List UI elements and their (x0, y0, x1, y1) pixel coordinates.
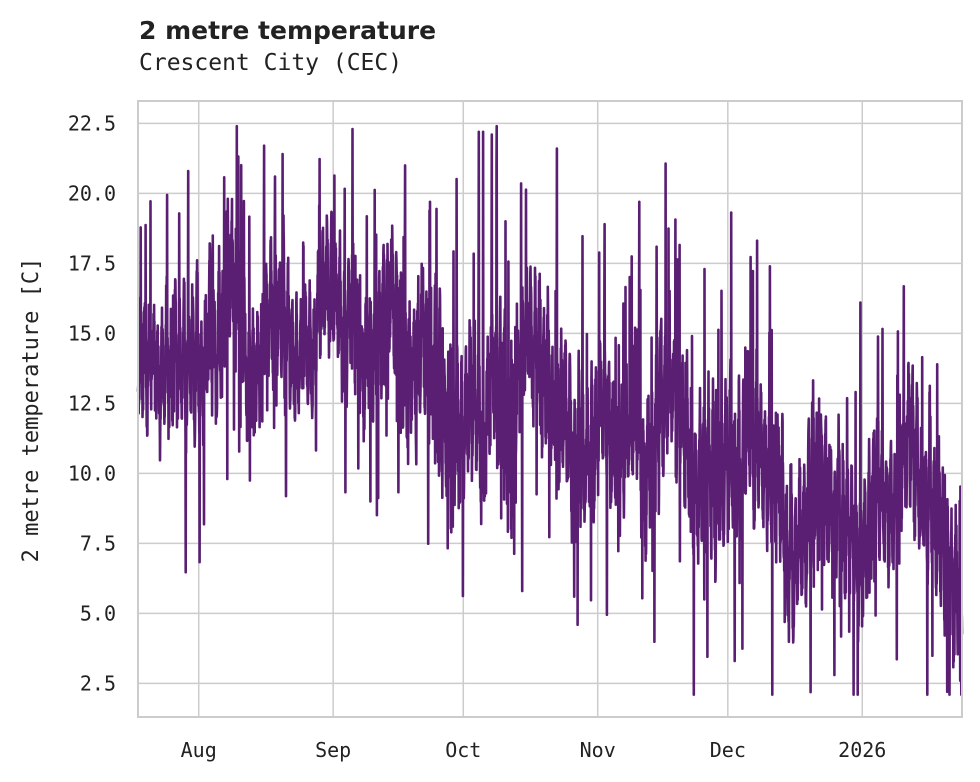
y-axis-ticks: 2.5 5.0 7.5 10.0 12.5 15.0 17.5 20.0 22.5 (68, 111, 116, 695)
temperature-series-line (136, 124, 964, 696)
x-tick-label: 2026 (838, 738, 886, 762)
y-axis-label: 2 metre temperature [C] (19, 258, 44, 563)
y-tick-label: 10.0 (68, 461, 116, 485)
series-layer (136, 124, 964, 696)
x-tick-label: Nov (580, 738, 616, 762)
x-tick-label: Aug (181, 738, 217, 762)
x-axis-ticks: Aug Sep Oct Nov Dec 2026 (181, 738, 887, 762)
y-tick-label: 5.0 (80, 601, 116, 625)
y-tick-label: 20.0 (68, 181, 116, 205)
plot-area-frame (137, 100, 963, 718)
y-tick-label: 15.0 (68, 321, 116, 345)
chart-title: 2 metre temperature (139, 16, 437, 45)
x-tick-label: Sep (315, 738, 351, 762)
x-tick-label: Oct (445, 738, 481, 762)
x-tick-label: Dec (710, 738, 746, 762)
chart-subtitle: Crescent City (CEC) (139, 50, 403, 76)
y-tick-label: 17.5 (68, 251, 116, 275)
y-tick-label: 7.5 (80, 531, 116, 555)
y-tick-label: 12.5 (68, 391, 116, 415)
y-tick-label: 22.5 (68, 111, 116, 135)
y-tick-label: 2.5 (80, 671, 116, 695)
